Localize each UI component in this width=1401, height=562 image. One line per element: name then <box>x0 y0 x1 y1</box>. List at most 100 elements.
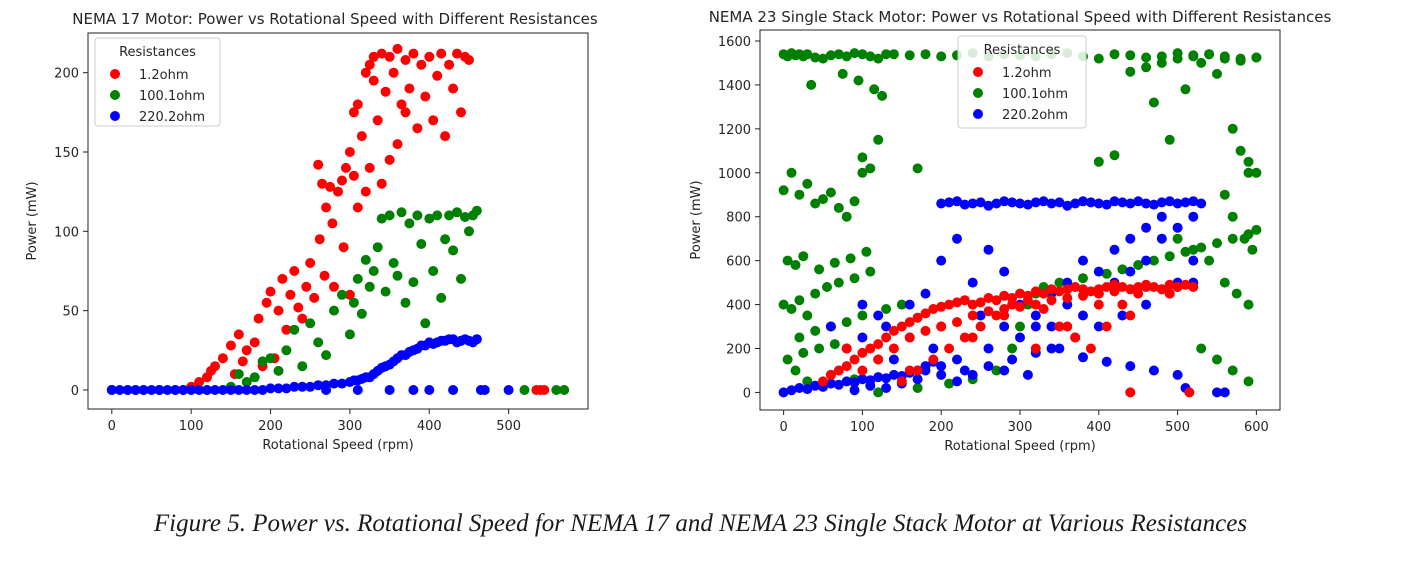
data-point <box>329 281 339 292</box>
data-point <box>1196 198 1207 209</box>
data-point <box>857 299 868 310</box>
data-point <box>376 213 387 224</box>
data-point <box>352 99 363 110</box>
data-point <box>257 385 268 395</box>
data-point <box>241 345 252 356</box>
data-point <box>1015 288 1025 299</box>
data-point <box>849 196 860 207</box>
data-point <box>273 365 284 376</box>
data-point <box>1227 123 1238 134</box>
data-point <box>983 200 994 211</box>
chart-2: NEMA 23 Single Stack Motor: Power vs Rot… <box>689 8 1331 454</box>
data-point <box>1093 156 1104 167</box>
y-tick-label: 800 <box>726 211 751 226</box>
data-point <box>1204 49 1215 60</box>
data-point <box>1030 321 1041 332</box>
data-point <box>314 234 325 245</box>
data-point <box>178 385 189 395</box>
data-point <box>1093 299 1104 310</box>
data-point <box>841 376 852 387</box>
data-point <box>794 383 805 393</box>
data-point <box>340 162 351 173</box>
data-point <box>233 329 244 340</box>
data-point <box>888 354 899 365</box>
data-point <box>384 51 395 62</box>
data-point <box>1117 282 1128 292</box>
data-point <box>841 361 852 372</box>
data-point <box>225 340 236 351</box>
data-point <box>384 210 395 221</box>
data-point <box>857 347 868 358</box>
data-point <box>1070 332 1081 343</box>
data-point <box>297 313 308 324</box>
y-tick-label: 200 <box>54 67 79 82</box>
data-point <box>833 379 844 390</box>
data-point <box>825 321 836 332</box>
series-220.2ohm <box>778 196 1230 398</box>
data-point <box>114 385 125 395</box>
data-point <box>416 59 427 70</box>
data-point <box>376 178 387 189</box>
data-point <box>1196 343 1207 354</box>
data-point <box>1085 197 1096 208</box>
data-point <box>936 198 947 209</box>
data-point <box>810 325 821 336</box>
legend: Resistances 1.2ohm 100.1ohm 220.2ohm <box>94 37 221 127</box>
data-point <box>912 383 923 393</box>
data-point <box>194 385 205 395</box>
data-point <box>241 377 252 387</box>
data-point <box>983 293 994 303</box>
data-point <box>825 187 836 198</box>
x-tick-label: 0 <box>108 419 116 434</box>
data-points <box>778 48 1262 398</box>
data-point <box>857 167 868 178</box>
legend-label: 100.1ohm <box>139 89 205 104</box>
data-point <box>1062 284 1073 295</box>
data-point <box>356 308 367 319</box>
data-point <box>1235 145 1246 156</box>
data-point <box>440 234 451 245</box>
data-point <box>944 197 955 208</box>
data-point <box>257 356 268 367</box>
data-point <box>348 107 359 118</box>
x-tick-label: 200 <box>929 420 954 435</box>
data-point <box>991 365 1002 376</box>
data-point <box>1243 299 1254 310</box>
data-point <box>1188 196 1199 207</box>
data-point <box>289 381 300 392</box>
data-point <box>1133 196 1144 207</box>
data-point <box>888 343 899 354</box>
data-point <box>1054 343 1065 354</box>
data-point <box>999 365 1010 376</box>
data-point <box>356 131 367 142</box>
data-point <box>881 373 892 384</box>
data-point <box>936 51 947 62</box>
data-point <box>202 385 212 395</box>
data-point <box>857 310 868 321</box>
data-point <box>920 325 931 336</box>
data-point <box>321 385 332 395</box>
data-point <box>400 107 411 118</box>
legend-marker <box>973 109 983 119</box>
data-point <box>865 343 876 354</box>
data-point <box>849 385 860 396</box>
x-tick-label: 400 <box>1086 420 1111 435</box>
data-point <box>281 383 292 394</box>
data-point <box>873 134 884 145</box>
data-point <box>881 321 892 332</box>
data-point <box>396 99 407 110</box>
data-point <box>265 286 276 297</box>
data-point <box>380 86 391 97</box>
data-point <box>1070 282 1081 292</box>
data-point <box>317 178 328 189</box>
data-point <box>444 59 455 70</box>
data-point <box>999 321 1010 332</box>
data-point <box>1093 321 1104 332</box>
data-point <box>273 305 284 316</box>
data-point <box>896 299 907 310</box>
data-point <box>1156 197 1167 208</box>
data-point <box>920 365 931 376</box>
data-point <box>329 378 339 389</box>
data-point <box>778 299 789 310</box>
data-point <box>1148 255 1159 266</box>
